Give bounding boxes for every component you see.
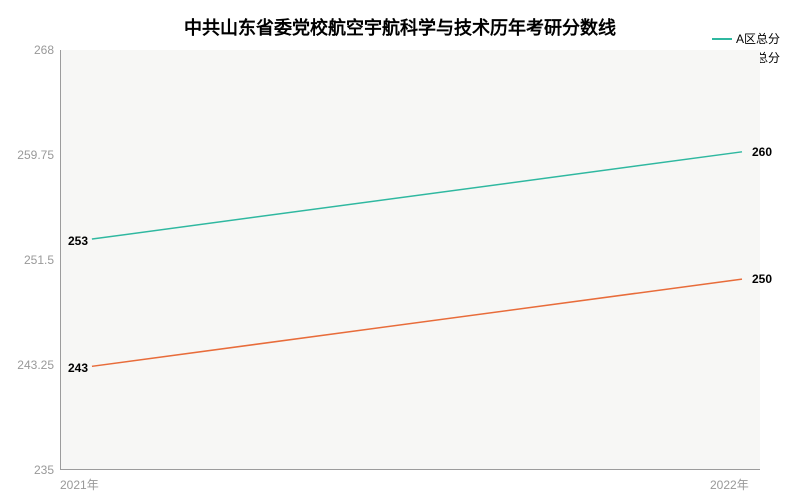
series-line	[78, 279, 742, 368]
series-line	[78, 152, 742, 241]
y-tick-label: 235	[34, 463, 54, 477]
legend-swatch-a	[712, 38, 732, 40]
legend-label-a: A区总分	[736, 30, 780, 47]
legend-item-a: A区总分	[712, 30, 780, 47]
line-chart: 中共山东省委党校航空宇航科学与技术历年考研分数线 A区总分 B区总分 25326…	[0, 0, 800, 500]
chart-title: 中共山东省委党校航空宇航科学与技术历年考研分数线	[0, 14, 800, 40]
y-tick-label: 251.5	[24, 253, 54, 267]
data-label: 250	[748, 272, 776, 286]
y-tick-label: 259.75	[17, 148, 54, 162]
plot-area: 253260243250	[60, 50, 760, 470]
x-tick-label: 2022年	[710, 476, 749, 493]
data-label: 260	[748, 145, 776, 159]
y-tick-label: 268	[34, 43, 54, 57]
data-label: 243	[64, 361, 92, 375]
x-tick-label: 2021年	[60, 476, 99, 493]
data-label: 253	[64, 234, 92, 248]
y-tick-label: 243.25	[17, 358, 54, 372]
series-lines	[60, 50, 760, 470]
